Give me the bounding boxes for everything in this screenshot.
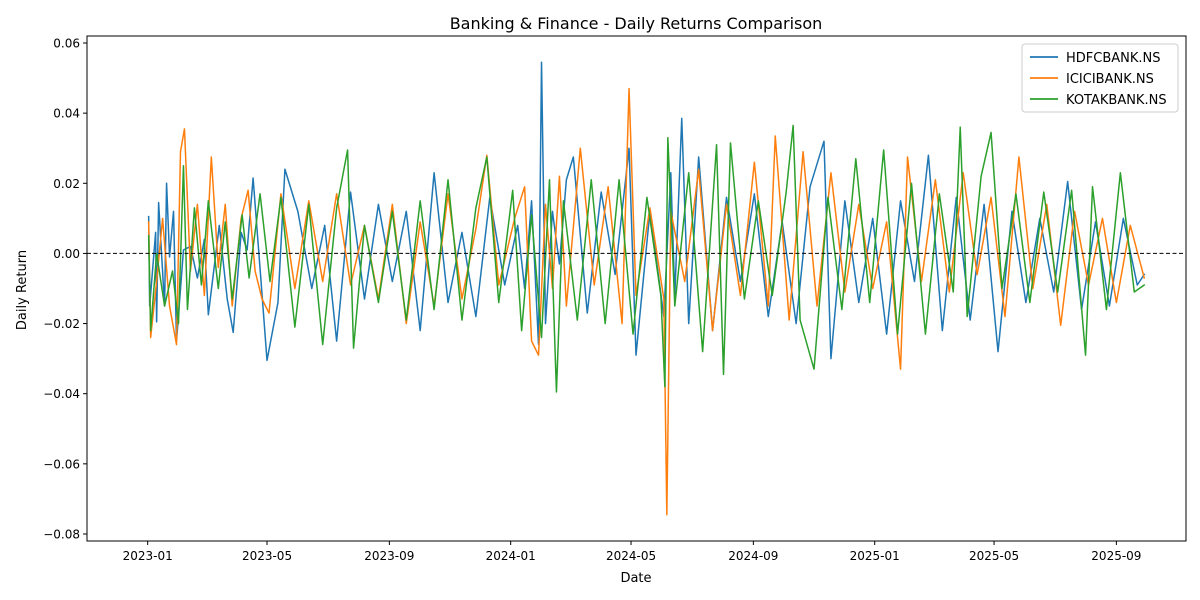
legend-label-1: ICICIBANK.NS — [1066, 72, 1154, 87]
x-tick-label: 2023-09 — [364, 549, 414, 563]
series-lines — [147, 61, 1146, 516]
x-axis-title: Date — [620, 571, 651, 586]
y-tick-label: 0.00 — [53, 247, 80, 261]
y-axis-title: Daily Return — [15, 250, 30, 330]
legend-label-0: HDFCBANK.NS — [1066, 51, 1161, 66]
chart-title: Banking & Finance - Daily Returns Compar… — [450, 14, 823, 33]
y-tick-label: −0.08 — [43, 527, 80, 541]
x-tick-label: 2024-01 — [486, 549, 536, 563]
axes-frame — [86, 35, 1187, 542]
y-tick-label: 0.06 — [53, 37, 80, 51]
x-tick-label: 2023-05 — [242, 549, 292, 563]
x-tick-label: 2024-09 — [728, 549, 778, 563]
y-tick-label: −0.06 — [43, 457, 80, 471]
x-tick-label: 2025-01 — [850, 549, 900, 563]
series-line-2 — [147, 124, 1146, 393]
legend: HDFCBANK.NS ICICIBANK.NS KOTAKBANK.NS — [1021, 43, 1179, 113]
plot-area — [87, 61, 1186, 516]
x-tick-label: 2024-05 — [606, 549, 656, 563]
y-tick-label: 0.04 — [53, 107, 80, 121]
y-tick-label: −0.04 — [43, 387, 80, 401]
legend-label-2: KOTAKBANK.NS — [1066, 93, 1167, 108]
axes: 2023-01 2023-05 2023-09 2024-01 2024-05 2024-… — [43, 35, 1187, 563]
x-tick-label: 2023-01 — [123, 549, 173, 563]
legend-box — [1021, 43, 1179, 113]
y-tick-label: 0.02 — [53, 177, 80, 191]
x-tick-label: 2025-05 — [969, 549, 1019, 563]
x-tick-label: 2025-09 — [1091, 549, 1141, 563]
y-tick-label: −0.02 — [43, 317, 80, 331]
